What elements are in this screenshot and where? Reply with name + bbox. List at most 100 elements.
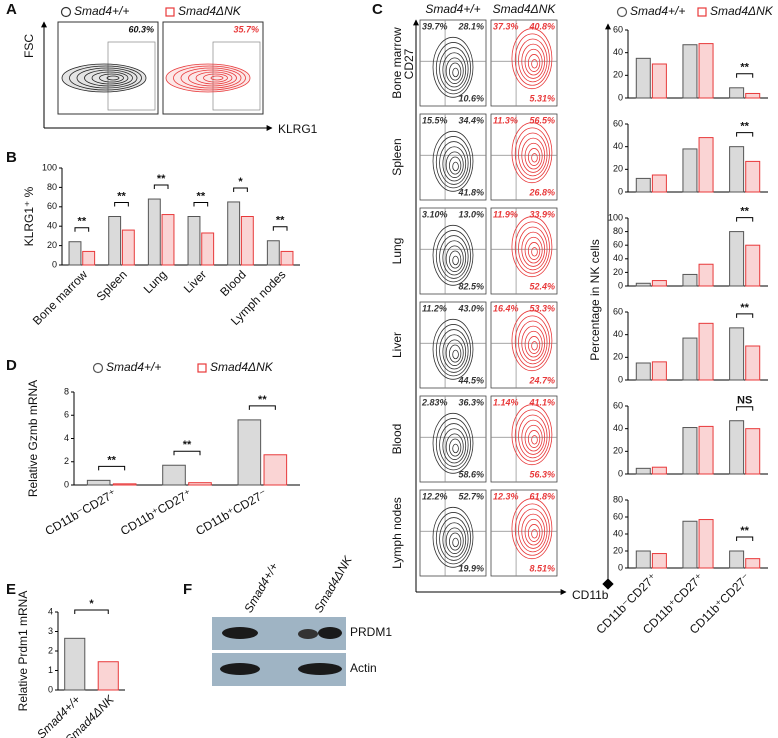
tissue-label: Bone marrow [390,27,404,99]
bar [64,637,86,691]
contour [449,156,462,175]
flow-plot-frame [490,19,558,107]
flow-plot-frame [419,489,487,577]
contour [435,136,471,189]
y-tick-label: 60 [613,240,623,250]
quadrant-percent: 12.3% [493,491,519,501]
y-tick-label: 0 [618,468,623,478]
contour [445,57,464,84]
significance-bracket [153,184,169,190]
contour [445,527,464,554]
significance-bracket [233,187,248,192]
contour [511,28,553,90]
contour [527,524,541,542]
significance-bracket [114,202,129,207]
bar [745,244,761,287]
y-tick-label: 20 [613,70,623,80]
bar [745,92,761,99]
flow-plot-frame [57,21,159,115]
significance-bracket [98,465,126,471]
significance-label: ** [258,394,267,406]
contour [524,48,543,76]
y-tick-label: 6 [64,410,69,420]
bar [698,263,714,287]
y-axis-label: Relative Gzmb mRNA [26,380,40,497]
y-tick-label: 20 [613,164,623,174]
contour [527,430,541,448]
contour [531,153,538,163]
quadrant-percent: 12.2% [422,491,448,501]
bar [729,231,745,287]
flow-plot-frame [419,395,487,483]
significance-bracket [736,406,754,411]
y-axis-label: Relative Prdm1 mRNA [16,591,30,712]
axis-label: KLRG1 [278,122,318,136]
flow-plot-frame [490,113,558,201]
bar [745,345,761,381]
contour [106,75,120,81]
significance-label: ** [117,190,126,202]
bar [635,362,651,381]
bar [729,327,745,381]
contour [188,69,237,87]
contour [514,33,550,86]
contour [442,334,467,370]
quadrant-percent: 34.4% [458,115,484,125]
contour [531,341,538,351]
contour [511,498,553,560]
quadrant-percent: 19.9% [458,563,484,573]
bar [68,241,82,266]
contour [449,62,462,81]
y-tick-label: 0 [618,92,623,102]
contour [531,247,538,257]
quadrant-percent: 56.3% [529,469,555,479]
bar [635,177,651,193]
contour [521,419,546,455]
quadrant-percent: 26.8% [528,187,555,197]
x-tick-label: Liver [181,267,209,295]
contour [435,42,471,95]
y-tick-label: 40 [613,329,623,339]
bar [698,425,714,475]
bar [682,273,698,287]
bar [729,420,745,475]
gate [107,41,156,111]
gate-percent: 60.3% [128,24,154,34]
quadrant-percent: 15.5% [422,115,448,125]
quadrant-percent: 82.5% [458,281,484,291]
bar [729,146,745,193]
bar [729,550,745,569]
y-tick-label: 0 [64,479,69,489]
contour [439,329,469,373]
contour [521,43,546,79]
legend-label: Smad4+/+ [106,360,161,374]
contour [452,67,459,78]
contour [514,503,550,556]
contour [449,438,462,457]
significance-bracket [272,226,288,231]
axis-label: CD27 [402,48,416,79]
contour [84,69,133,87]
flow-plot-frame [162,21,264,115]
bar [651,280,667,287]
contour [511,122,553,184]
contour [99,73,124,83]
contour [76,67,138,89]
contour [452,349,459,360]
quadrant-percent: 40.8% [528,21,555,31]
y-tick-label: 1 [48,665,53,675]
significance-label: ** [740,206,749,218]
y-tick-label: 80 [47,182,57,192]
contour [173,65,246,91]
contour [435,418,471,471]
contour [524,518,543,546]
y-tick-label: 0 [48,684,53,694]
y-tick-label: 8 [64,386,69,396]
contour [435,324,471,377]
y-tick-label: 2 [48,645,53,655]
quadrant-percent: 28.1% [457,21,484,31]
contour [445,151,464,178]
bar [682,148,698,193]
contour [514,221,550,274]
quadrant-percent: 16.4% [493,303,519,313]
